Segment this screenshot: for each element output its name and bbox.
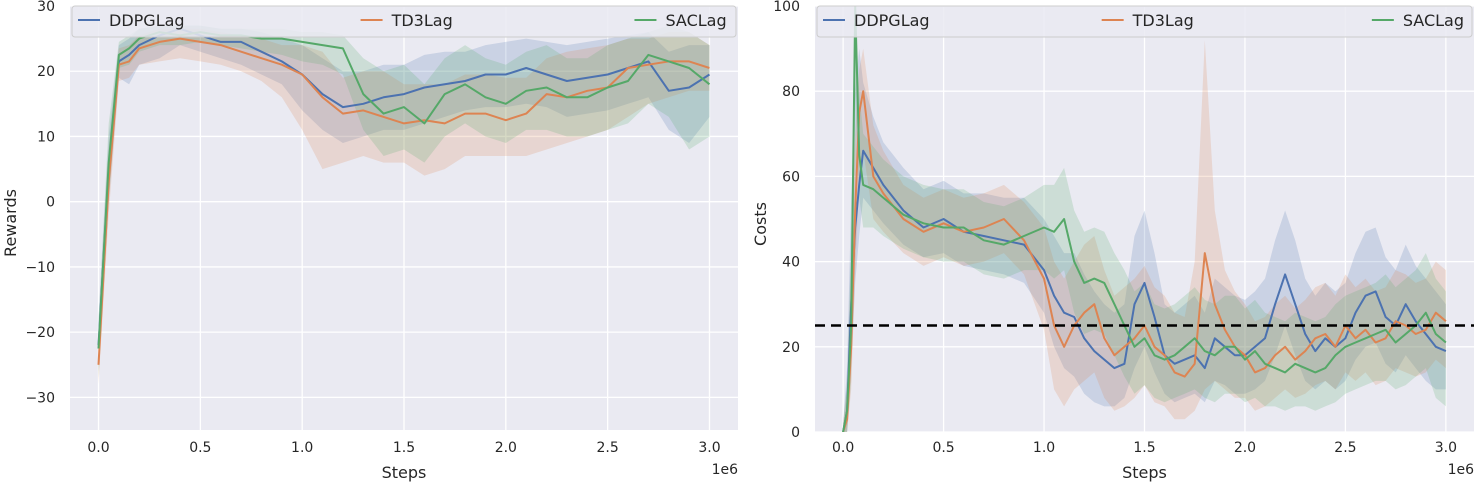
y-axis-label: Rewards xyxy=(1,189,20,257)
y-tick-label: 10 xyxy=(37,129,55,145)
x-tick-label: 2.5 xyxy=(597,440,619,456)
legend-label: SACLag xyxy=(665,11,726,30)
confidence-band-ddpglag xyxy=(843,48,1446,432)
x-axis-label: Steps xyxy=(382,463,427,482)
y-tick-label: 20 xyxy=(37,64,55,80)
series-line-td3lag xyxy=(842,90,1447,432)
y-tick-label: 0 xyxy=(46,195,55,211)
confidence-band-td3lag xyxy=(98,28,710,385)
legend: DDPGLag TD3Lag SACLag xyxy=(71,5,737,38)
legend-label: SACLag xyxy=(1403,11,1464,30)
y-tick-label: −30 xyxy=(25,390,55,406)
series-line-td3lag xyxy=(97,37,710,365)
x-tick-label: 0.0 xyxy=(832,440,854,456)
legend-box xyxy=(816,5,1473,38)
legend-box xyxy=(71,5,737,38)
series-line-saclag xyxy=(842,6,1447,432)
y-tick-label: 60 xyxy=(782,169,800,185)
x-tick-label: 2.0 xyxy=(1234,440,1256,456)
y-tick-label: −10 xyxy=(25,260,55,276)
y-axis-label: Costs xyxy=(751,202,770,246)
x-offset-label: 1e6 xyxy=(712,462,739,478)
x-offset-label: 1e6 xyxy=(1448,462,1475,478)
legend-label: TD3Lag xyxy=(391,11,453,30)
legend-label: DDPGLag xyxy=(109,11,185,30)
legend-label: DDPGLag xyxy=(854,11,930,30)
rewards-chart: 0.0 0.5 1.0 1.5 2.0 2.5 3.0 −30 −20 −10 0 10 20 30 Ste… xyxy=(1,0,738,482)
legend: DDPGLag TD3Lag SACLag xyxy=(816,5,1473,38)
x-tick-label: 3.0 xyxy=(1435,440,1457,456)
x-tick-label: 1.5 xyxy=(393,440,415,456)
x-axis-label: Steps xyxy=(1122,463,1167,482)
x-tick-label: 2.5 xyxy=(1334,440,1356,456)
legend-label: TD3Lag xyxy=(1132,11,1194,30)
x-tick-label: 2.0 xyxy=(495,440,517,456)
y-tick-label: 80 xyxy=(782,84,800,100)
confidence-band-saclag xyxy=(98,25,710,378)
y-tick-label: 40 xyxy=(782,255,800,271)
x-tick-label: 1.0 xyxy=(1033,440,1055,456)
confidence-band-td3lag xyxy=(843,40,1446,432)
series-line-ddpglag xyxy=(842,149,1447,432)
x-tick-label: 1.5 xyxy=(1133,440,1155,456)
y-tick-label: 0 xyxy=(791,425,800,441)
x-tick-label: 0.0 xyxy=(87,440,109,456)
y-tick-label: −20 xyxy=(25,325,55,341)
x-tick-label: 0.5 xyxy=(189,440,211,456)
costs-chart: 0.0 0.5 1.0 1.5 2.0 2.5 3.0 0 20 40 60 80 100 Steps Co… xyxy=(751,0,1474,482)
x-tick-label: 3.0 xyxy=(698,440,720,456)
y-tick-label: 20 xyxy=(782,340,800,356)
y-tick-label: 30 xyxy=(37,0,55,15)
x-tick-label: 1.0 xyxy=(291,440,313,456)
y-tick-label: 100 xyxy=(773,0,800,15)
x-tick-label: 0.5 xyxy=(932,440,954,456)
